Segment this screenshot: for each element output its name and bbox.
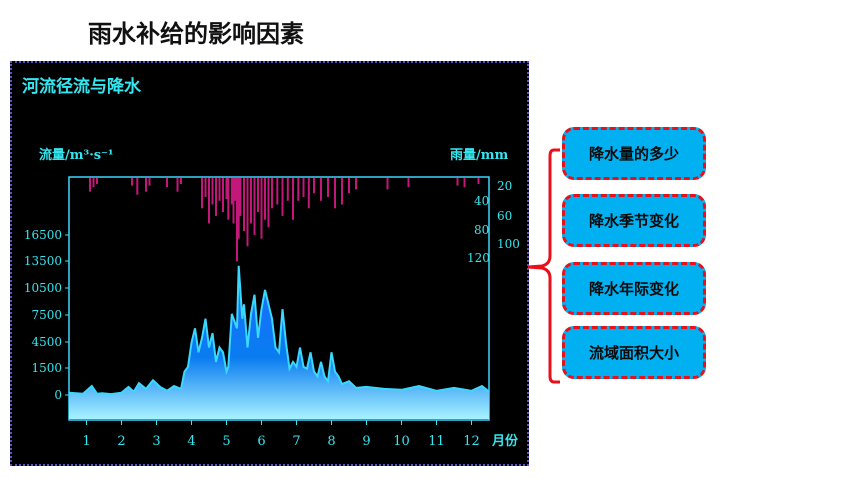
y-axis-label: 流量/m³·s⁻¹ bbox=[39, 147, 114, 163]
rain-bar bbox=[96, 178, 98, 185]
rain-bar bbox=[180, 178, 182, 185]
rain-bar bbox=[208, 178, 210, 224]
rain-bar bbox=[292, 178, 294, 220]
rain-bar bbox=[246, 178, 249, 247]
runoff-line bbox=[68, 265, 490, 396]
rain-bar bbox=[227, 178, 230, 220]
y-tick-label: 13500 bbox=[24, 254, 62, 268]
y-tick-label: 10500 bbox=[24, 281, 62, 295]
chart-frame: 河流径流与降水 流量/m³·s⁻¹ 雨量/mm 16500 13500 10500 7… bbox=[10, 61, 529, 466]
rain-bar bbox=[407, 178, 410, 188]
rain-bar bbox=[218, 178, 221, 201]
y2-axis-label: 雨量/mm bbox=[450, 148, 509, 163]
rain-bar bbox=[89, 178, 91, 192]
y2-tick-label: 80 bbox=[474, 223, 489, 237]
y2-tick-label: 40 bbox=[474, 194, 489, 208]
y-tick-label: 1500 bbox=[31, 361, 62, 375]
x-tick-label: 4 bbox=[187, 434, 195, 449]
x-tick-label: 1 bbox=[82, 434, 90, 449]
rain-bar bbox=[267, 178, 270, 228]
rainfall-bars bbox=[89, 178, 480, 262]
rain-bar bbox=[230, 178, 233, 205]
rain-bar bbox=[271, 178, 273, 209]
rain-bar bbox=[264, 178, 266, 220]
rain-bar bbox=[215, 178, 217, 216]
rain-bar bbox=[166, 178, 168, 188]
y-tick-label: 16500 bbox=[24, 228, 62, 242]
rain-bar bbox=[477, 178, 480, 185]
rain-bar bbox=[222, 178, 224, 213]
rain-bar bbox=[131, 178, 133, 186]
rain-bar bbox=[297, 178, 300, 201]
rain-bar bbox=[334, 178, 336, 209]
axis-ticks: 16500 13500 10500 7500 4500 1500 0 20 40 60 80 100 1… bbox=[24, 179, 520, 449]
rain-bar bbox=[260, 178, 263, 239]
y-tick-label: 7500 bbox=[31, 308, 62, 322]
factor-box-seasonal-variation: 降水季节变化 bbox=[562, 194, 706, 247]
x-axis-label: 月份 bbox=[491, 433, 519, 449]
x-tick-label: 5 bbox=[222, 434, 230, 449]
rain-bar bbox=[92, 178, 95, 188]
rain-bar bbox=[211, 178, 214, 205]
rain-bar bbox=[341, 178, 343, 205]
rain-bar bbox=[286, 178, 289, 201]
y-tick-label: 4500 bbox=[31, 335, 62, 349]
x-tick-label: 8 bbox=[327, 434, 335, 449]
rain-bar bbox=[176, 178, 179, 192]
rain-bar bbox=[327, 178, 329, 197]
x-tick-label: 10 bbox=[393, 434, 410, 449]
rain-bar bbox=[225, 178, 228, 200]
chart-title: 河流径流与降水 bbox=[22, 76, 142, 97]
rain-bar bbox=[250, 178, 252, 224]
x-tick-label: 12 bbox=[463, 434, 480, 449]
rain-bar bbox=[237, 178, 240, 239]
rain-bar bbox=[253, 178, 256, 235]
rain-bar bbox=[355, 178, 357, 190]
bracket-connector bbox=[527, 148, 560, 384]
rain-bar bbox=[148, 178, 151, 186]
rain-bar bbox=[348, 178, 350, 194]
rain-bar bbox=[456, 178, 459, 186]
rain-bar bbox=[313, 178, 315, 194]
runoff-area bbox=[69, 265, 489, 419]
rain-bar bbox=[257, 178, 259, 213]
y2-tick-label: 100 bbox=[497, 237, 520, 251]
slide-title: 雨水补给的影响因素 bbox=[88, 20, 304, 48]
rain-bar bbox=[386, 178, 389, 190]
factor-box-basin-area: 流域面积大小 bbox=[562, 326, 706, 379]
rain-bar bbox=[234, 178, 237, 201]
x-tick-label: 11 bbox=[428, 434, 445, 449]
rain-bar bbox=[201, 178, 203, 209]
rain-bar bbox=[320, 178, 322, 201]
rain-bar bbox=[276, 178, 279, 205]
rain-bar bbox=[236, 178, 238, 262]
rain-bar bbox=[463, 178, 466, 188]
x-tick-label: 2 bbox=[117, 434, 125, 449]
factor-box-precipitation-amount: 降水量的多少 bbox=[562, 127, 706, 180]
rain-bar bbox=[204, 178, 207, 197]
x-tick-label: 9 bbox=[362, 434, 370, 449]
rain-bar bbox=[239, 178, 242, 216]
y2-tick-label: 60 bbox=[497, 209, 512, 223]
rain-bar bbox=[281, 178, 284, 216]
rain-bar bbox=[302, 178, 305, 197]
runoff-precipitation-chart: 河流径流与降水 流量/m³·s⁻¹ 雨量/mm 16500 13500 10500 7… bbox=[22, 76, 520, 449]
rain-bar bbox=[243, 178, 245, 232]
x-tick-label: 7 bbox=[292, 434, 300, 449]
x-tick-label: 6 bbox=[257, 434, 265, 449]
y2-tick-label: 120 bbox=[467, 251, 490, 265]
y2-tick-label: 20 bbox=[497, 179, 512, 193]
x-tick-label: 3 bbox=[152, 434, 160, 449]
rain-bar bbox=[307, 178, 310, 209]
rain-bar bbox=[145, 178, 147, 192]
rain-bar bbox=[232, 178, 235, 224]
y-tick-label: 0 bbox=[54, 388, 62, 402]
factor-box-interannual-variation: 降水年际变化 bbox=[562, 262, 706, 315]
rain-bar bbox=[136, 178, 139, 195]
